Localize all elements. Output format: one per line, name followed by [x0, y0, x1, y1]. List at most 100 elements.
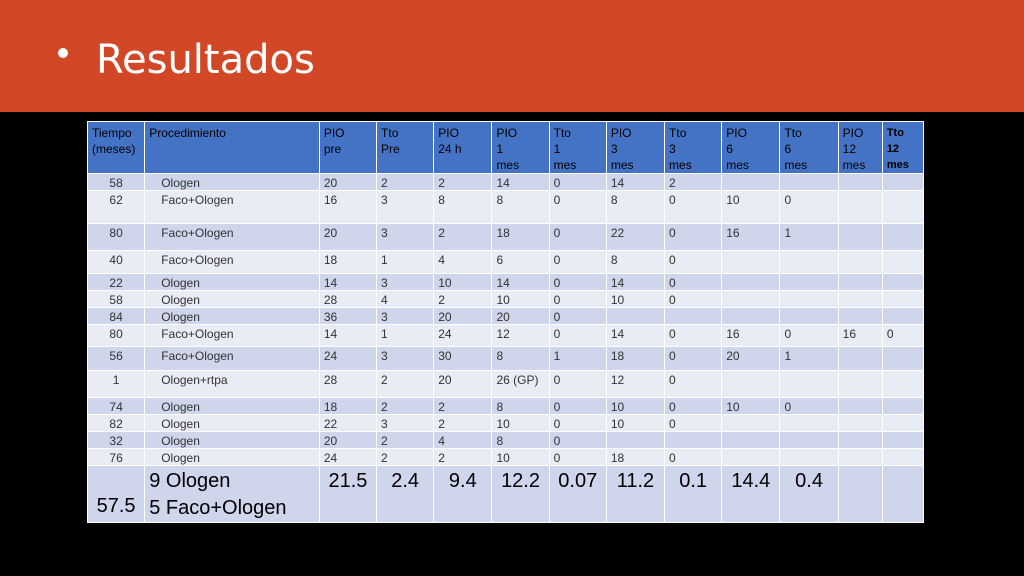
table-cell: 6	[492, 251, 549, 274]
table-cell: 16	[722, 224, 780, 251]
table-cell: 80	[88, 325, 145, 347]
table-cell	[838, 274, 882, 291]
table-cell: 14	[606, 274, 664, 291]
table-row: 40 Faco+Ologen 18 1 4 6 0 8 0	[88, 251, 924, 274]
table-cell	[838, 308, 882, 325]
table-cell: 22	[606, 224, 664, 251]
table-cell: 10	[606, 291, 664, 308]
table-cell: 0	[882, 325, 923, 347]
table-row: 56 Faco+Ologen 24 3 30 8 1 18 0 20 1	[88, 347, 924, 371]
table-cell	[882, 398, 923, 415]
table-cell	[722, 251, 780, 274]
summary-cell	[882, 466, 923, 523]
table-cell: 3	[377, 415, 434, 432]
table-cell: 8	[492, 398, 549, 415]
table-cell: 16	[319, 191, 376, 224]
table-cell	[722, 308, 780, 325]
table-cell: 10	[492, 449, 549, 466]
table-row: 58 Ologen 28 4 2 10 0 10 0	[88, 291, 924, 308]
table-cell: 2	[434, 415, 492, 432]
table-cell: 74	[88, 398, 145, 415]
table-cell: 2	[434, 174, 492, 191]
table-cell	[722, 449, 780, 466]
table-cell	[838, 291, 882, 308]
table-cell: 10	[606, 398, 664, 415]
table-cell: 0	[549, 191, 606, 224]
table-cell: 0	[665, 449, 722, 466]
table-cell: 2	[377, 432, 434, 449]
summary-cell: 0.1	[665, 466, 722, 523]
table-cell: 0	[549, 325, 606, 347]
table-cell: 0	[549, 174, 606, 191]
table-cell: 14	[606, 325, 664, 347]
header-cell: Tto Pre	[377, 122, 434, 174]
header-cell: Tto 1 mes	[549, 122, 606, 174]
table-cell: 20	[434, 308, 492, 325]
table-cell: 56	[88, 347, 145, 371]
table-cell: 1	[377, 325, 434, 347]
header-cell: Tto 3 mes	[665, 122, 722, 174]
table-cell: 32	[88, 432, 145, 449]
table-cell	[780, 308, 838, 325]
table-cell	[606, 308, 664, 325]
table-cell	[838, 398, 882, 415]
table-cell	[665, 308, 722, 325]
table-cell	[882, 251, 923, 274]
table-cell: 16	[722, 325, 780, 347]
header-cell: Tto 6 mes	[780, 122, 838, 174]
header-row: Tiempo (meses) Procedimiento PIO pre Tto…	[88, 122, 924, 174]
table-cell: 0	[665, 398, 722, 415]
summary-cell: 57.5	[88, 466, 145, 523]
summary-cell: 11.2	[606, 466, 664, 523]
header-cell: PIO 3 mes	[606, 122, 664, 174]
header-cell: PIO 12 mes	[838, 122, 882, 174]
summary-cell: 12.2	[492, 466, 549, 523]
table-cell	[882, 449, 923, 466]
table-cell: 0	[549, 291, 606, 308]
summary-cell: 0.07	[549, 466, 606, 523]
table-cell: 2	[434, 449, 492, 466]
table-cell: 8	[606, 191, 664, 224]
table-cell: 3	[377, 191, 434, 224]
table-cell: 3	[377, 224, 434, 251]
table-cell: 8	[434, 191, 492, 224]
summary-cell: 9.4	[434, 466, 492, 523]
table-row: 80 Faco+Ologen 20 3 2 18 0 22 0 16 1	[88, 224, 924, 251]
table-cell: 20	[434, 371, 492, 398]
table-cell: 16	[838, 325, 882, 347]
table-cell: Ologen	[145, 291, 320, 308]
table-cell: 0	[780, 191, 838, 224]
table-cell	[882, 274, 923, 291]
table-cell: 0	[549, 251, 606, 274]
table-cell: 0	[549, 432, 606, 449]
table-cell: Ologen	[145, 274, 320, 291]
table-cell	[838, 432, 882, 449]
header-cell: Tto 12 mes	[882, 122, 923, 174]
table-cell	[780, 371, 838, 398]
table-cell: 20	[319, 432, 376, 449]
table-cell: 10	[434, 274, 492, 291]
table-cell: 24	[319, 449, 376, 466]
bullet-icon	[58, 48, 68, 58]
table-cell: 8	[492, 191, 549, 224]
table-cell: 10	[722, 398, 780, 415]
table-cell	[606, 432, 664, 449]
table-cell: 14	[606, 174, 664, 191]
table-cell: Faco+Ologen	[145, 347, 320, 371]
table-cell: 0	[665, 415, 722, 432]
table-cell	[780, 274, 838, 291]
table-cell: 10	[492, 291, 549, 308]
table-cell: 58	[88, 174, 145, 191]
table-cell	[780, 432, 838, 449]
table-cell: 0	[665, 325, 722, 347]
table-cell	[882, 371, 923, 398]
table-cell: 18	[319, 398, 376, 415]
table-cell: 14	[319, 274, 376, 291]
table-cell	[780, 415, 838, 432]
header-cell: PIO pre	[319, 122, 376, 174]
table-cell: 10	[722, 191, 780, 224]
table-cell: 22	[319, 415, 376, 432]
table-cell: 62	[88, 191, 145, 224]
table-cell: Ologen	[145, 174, 320, 191]
table-cell	[838, 174, 882, 191]
